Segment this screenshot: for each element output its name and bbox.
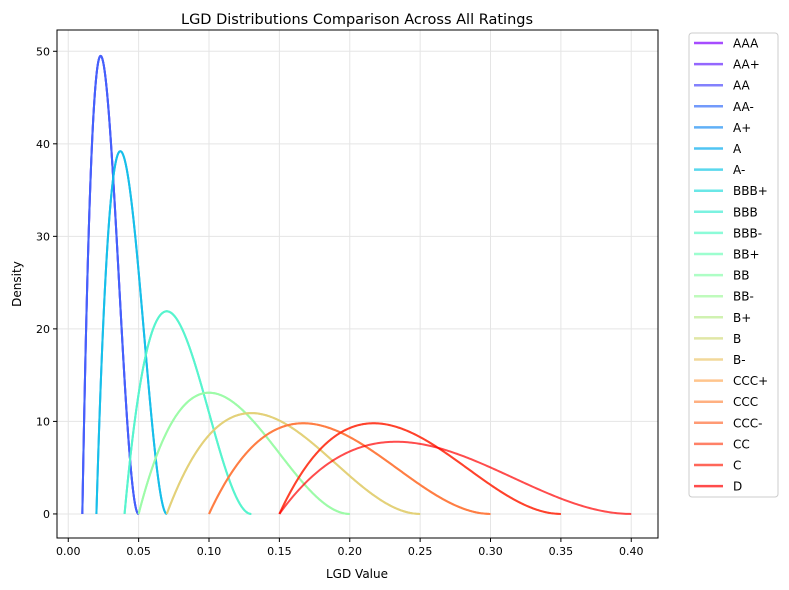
series-line-C — [278, 422, 561, 515]
legend-label: C — [733, 459, 741, 473]
x-tick-label: 0.15 — [267, 545, 292, 558]
legend-label: AA — [733, 79, 751, 93]
legend-label: CCC+ — [733, 374, 768, 388]
legend: AAAAA+AAAA-A+AA-BBB+BBBBBB-BB+BBBB-B+BB-… — [688, 32, 779, 498]
legend-item: B- — [694, 353, 746, 367]
legend-item: CCC+ — [694, 374, 768, 388]
legend-item: B — [694, 332, 741, 346]
series-line-A- — [95, 150, 168, 515]
x-axis-label: LGD Value — [326, 567, 388, 581]
y-tick-label: 10 — [36, 415, 50, 428]
legend-label: BBB+ — [733, 184, 768, 198]
legend-label: CCC- — [733, 416, 762, 430]
legend-item: CCC — [694, 395, 758, 409]
legend-item: BBB+ — [694, 184, 768, 198]
legend-item: AAA — [694, 37, 759, 51]
curves — [81, 54, 632, 515]
legend-item: AA- — [694, 100, 754, 114]
y-tick-label: 20 — [36, 323, 50, 336]
legend-item: CC — [694, 437, 750, 451]
legend-label: BBB — [733, 205, 758, 219]
legend-label: A- — [733, 163, 745, 177]
grid — [57, 30, 658, 538]
legend-item: A- — [694, 163, 745, 177]
legend-item: CCC- — [694, 416, 762, 430]
legend-label: BB — [733, 269, 749, 283]
legend-item: B+ — [694, 311, 751, 325]
legend-label: B — [733, 332, 741, 346]
legend-item: BB- — [694, 290, 754, 304]
x-tick-label: 0.05 — [126, 545, 151, 558]
legend-item: BBB — [694, 205, 758, 219]
chart-title: LGD Distributions Comparison Across All … — [181, 12, 533, 28]
x-tick-label: 0.25 — [408, 545, 433, 558]
y-tick-label: 40 — [36, 138, 50, 151]
x-tick-label: 0.10 — [197, 545, 222, 558]
legend-item: D — [694, 480, 742, 494]
series-line-BB- — [137, 391, 350, 515]
legend-item: A+ — [694, 121, 751, 135]
legend-label: B+ — [733, 311, 751, 325]
legend-label: AA- — [733, 100, 754, 114]
legend-item: AA — [694, 79, 751, 93]
y-tick-label: 30 — [36, 230, 50, 243]
legend-item: BB — [694, 269, 749, 283]
series-line-D — [278, 440, 632, 515]
series-line-AA- — [81, 54, 139, 515]
legend-label: CC — [733, 437, 750, 451]
legend-label: BB- — [733, 290, 754, 304]
plot-frame — [56, 29, 659, 539]
legend-label: B- — [733, 353, 746, 367]
legend-label: D — [733, 480, 742, 494]
x-tick-label: 0.35 — [549, 545, 574, 558]
legend-item: A — [694, 142, 742, 156]
series-line-B- — [165, 412, 421, 515]
y-ticks: 0 10 20 30 40 50 — [36, 45, 57, 521]
y-tick-label: 0 — [43, 508, 50, 521]
legend-item: AA+ — [694, 58, 760, 72]
x-ticks: 0.00 0.05 0.10 0.15 0.20 0.25 0.30 0.35 0.40 — [56, 538, 644, 558]
series-line-BBB- — [123, 310, 252, 515]
legend-label: BBB- — [733, 226, 762, 240]
x-tick-label: 0.00 — [56, 545, 81, 558]
x-tick-label: 0.20 — [338, 545, 363, 558]
legend-label: A+ — [733, 121, 751, 135]
legend-label: AAA — [733, 37, 759, 51]
legend-label: A — [733, 142, 742, 156]
legend-label: BB+ — [733, 248, 760, 262]
legend-item: C — [694, 459, 741, 473]
y-axis-label: Density — [10, 261, 24, 307]
legend-item: BB+ — [694, 248, 760, 262]
legend-label: AA+ — [733, 58, 760, 72]
legend-item: BBB- — [694, 226, 762, 240]
y-tick-label: 50 — [36, 45, 50, 58]
series-line-CCC- — [208, 422, 491, 515]
legend-label: CCC — [733, 395, 758, 409]
x-tick-label: 0.40 — [619, 545, 644, 558]
x-tick-label: 0.30 — [478, 545, 503, 558]
